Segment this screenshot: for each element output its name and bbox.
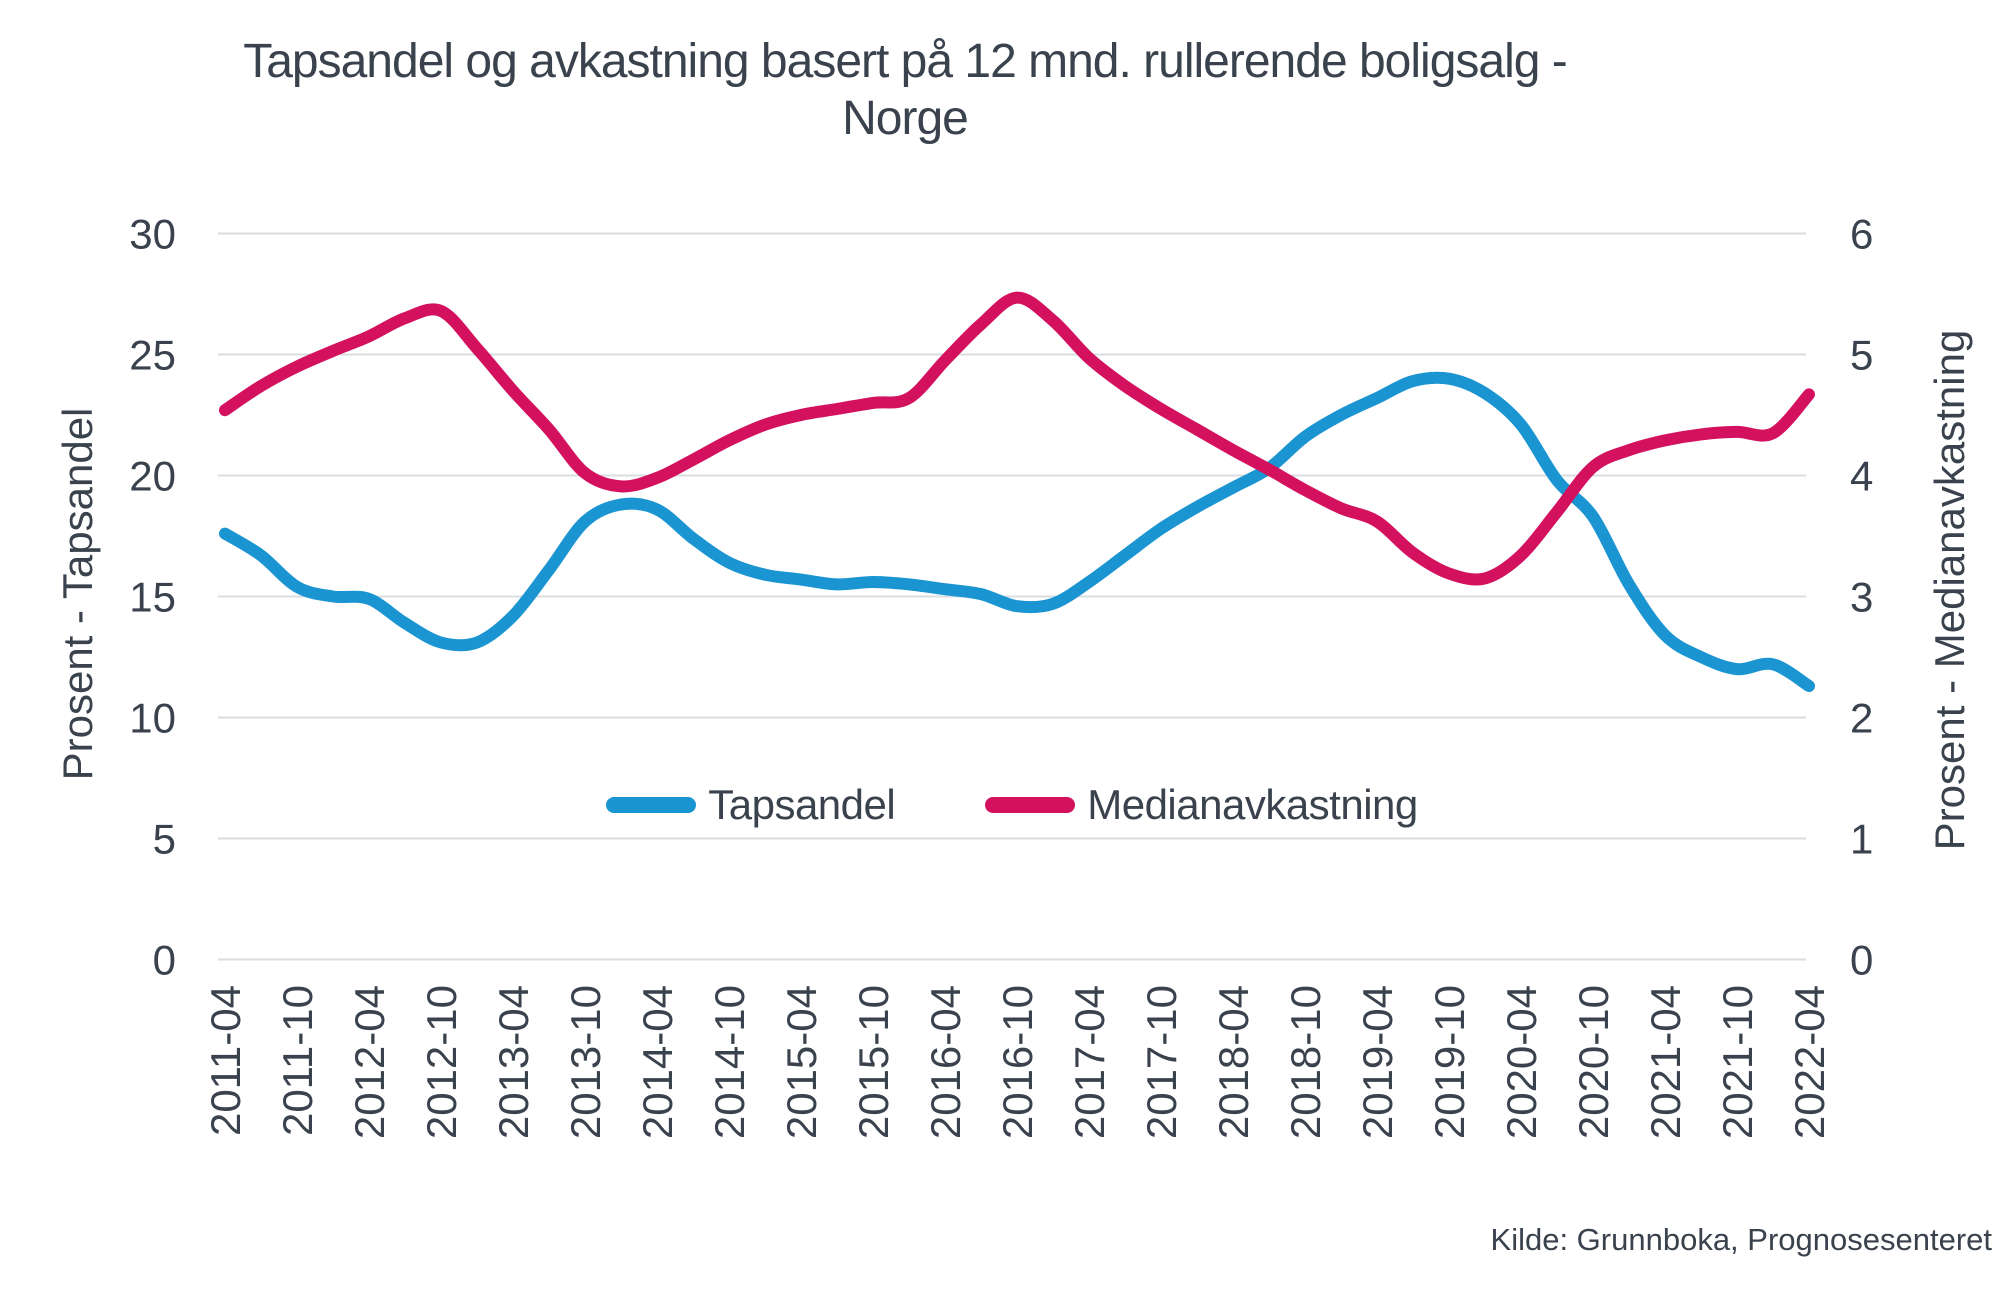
- chart-title: Tapsandel og avkastning basert på 12 mnd…: [0, 34, 1810, 147]
- x-axis-tick-label: 2013-04: [490, 985, 537, 1139]
- left-axis-tick-label: 15: [129, 574, 176, 621]
- left-axis-tick-label: 25: [129, 332, 176, 379]
- right-axis-tick-label: 4: [1850, 453, 1873, 500]
- chart-title-line2: Norge: [842, 91, 969, 145]
- x-axis-tick-label: 2014-04: [634, 985, 681, 1139]
- x-axis-tick-label: 2011-04: [202, 985, 249, 1136]
- right-axis-tick-label: 2: [1850, 695, 1873, 742]
- x-axis-tick-label: 2014-10: [706, 985, 753, 1139]
- left-axis-tick-label: 30: [129, 211, 176, 258]
- source-credit: Kilde: Grunnboka, Prognosesenteret: [1490, 1222, 1992, 1257]
- medianavkastning-legend-label: Medianavkastning: [1087, 781, 1418, 828]
- x-axis-tick-label: 2012-04: [346, 985, 393, 1139]
- right-axis-tick-label: 0: [1850, 937, 1873, 984]
- right-axis-tick-label: 1: [1850, 816, 1873, 863]
- medianavkastning-line: [219, 291, 1815, 586]
- x-axis-tick-label: 2017-04: [1066, 985, 1113, 1139]
- medianavkastning-legend-swatch-icon: [985, 797, 1076, 813]
- left-axis-tick-label: 10: [129, 695, 176, 742]
- left-axis-tick-label: 5: [153, 816, 176, 863]
- right-axis-title: Prosent - Medianavkastning: [1926, 329, 1973, 851]
- left-axis-tick-label: 20: [129, 453, 176, 500]
- left-axis-tick-label: 0: [153, 937, 176, 984]
- x-axis-tick-label: 2015-10: [850, 985, 897, 1139]
- x-axis-tick-label: 2020-04: [1498, 985, 1545, 1139]
- left-axis-title: Prosent - Tapsandel: [54, 407, 101, 781]
- chart-title-line1: Tapsandel og avkastning basert på 12 mnd…: [243, 35, 1568, 88]
- tapsandel-legend-swatch-icon: [606, 797, 697, 813]
- x-axis-tick-label: 2021-04: [1642, 985, 1689, 1139]
- x-axis-tick-label: 2016-10: [994, 985, 1041, 1139]
- x-axis-tick-label: 2018-10: [1282, 985, 1329, 1139]
- legend-item-medianavkastning: Medianavkastning: [985, 781, 1418, 829]
- x-axis-tick-label: 2017-10: [1138, 985, 1185, 1139]
- x-axis-tick-label: 2013-10: [562, 985, 609, 1139]
- x-axis-tick-label: 2018-04: [1210, 985, 1257, 1139]
- x-axis-tick-label: 2019-10: [1426, 985, 1473, 1139]
- right-axis-tick-label: 6: [1850, 211, 1873, 258]
- x-axis-tick-label: 2020-10: [1570, 985, 1617, 1139]
- tapsandel-line: [219, 371, 1815, 692]
- x-axis-tick-label: 2016-04: [922, 985, 969, 1139]
- x-axis-tick-label: 2022-04: [1786, 985, 1833, 1139]
- x-axis-tick-label: 2021-10: [1714, 985, 1761, 1139]
- legend-item-tapsandel: Tapsandel: [606, 781, 896, 829]
- x-axis-tick-label: 2019-04: [1354, 985, 1401, 1139]
- x-axis-tick-label: 2015-04: [778, 985, 825, 1139]
- right-axis-tick-label: 5: [1850, 332, 1873, 379]
- tapsandel-legend-label: Tapsandel: [708, 781, 896, 828]
- x-axis-tick-label: 2011-10: [274, 985, 321, 1136]
- right-axis-tick-label: 3: [1850, 574, 1873, 621]
- legend: Tapsandel Medianavkastning: [218, 781, 1806, 829]
- x-axis-tick-label: 2012-10: [418, 985, 465, 1139]
